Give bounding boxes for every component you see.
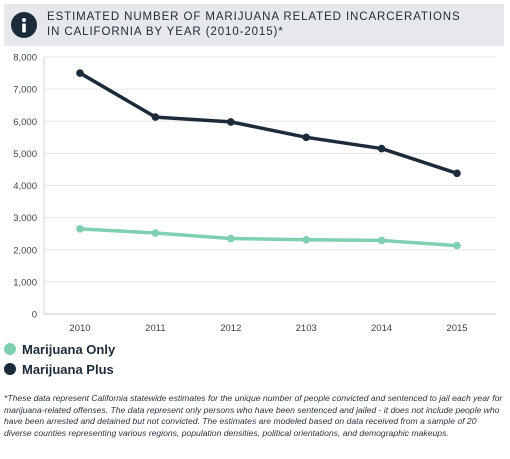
data-point-marijuana-plus (227, 118, 235, 126)
data-point-marijuana-plus (377, 144, 386, 153)
data-point-marijuana-only (453, 241, 461, 250)
data-point-marijuana-plus (453, 169, 461, 178)
y-tick-label: 1,000 (13, 277, 37, 288)
data-point-marijuana-only (302, 235, 311, 244)
y-tick-label: 0 (32, 310, 37, 321)
chart-title-line-2: IN CALIFORNIA BY YEAR (2010-2015)* (47, 26, 284, 38)
legend-marker-marijuana-only (4, 343, 16, 355)
data-point-marijuana-plus (76, 69, 84, 77)
data-point-marijuana-only (76, 225, 84, 233)
y-tick-label: 4,000 (13, 181, 37, 192)
y-tick-label: 8,000 (13, 53, 37, 64)
legend-label-marijuana-only: Marijuana Only (22, 341, 116, 357)
footnote: *These data represent California statewi… (4, 393, 503, 438)
chart-header: ESTIMATED NUMBER OF MARIJUANA RELATED IN… (4, 4, 504, 46)
x-tick-label: 2010 (69, 323, 90, 334)
x-tick-label: 2015 (446, 323, 467, 334)
line-chart: 0 1,000 2,000 3,000 4,000 5,000 6,000 7,000 8,00… (13, 53, 496, 334)
chart-title: ESTIMATED NUMBER OF MARIJUANA RELATED IN… (47, 10, 461, 40)
legend-label-marijuana-plus: Marijuana Plus (22, 361, 114, 377)
x-tick-label: 2014 (371, 323, 392, 334)
legend-item-marijuana-plus: Marijuana Plus (4, 360, 115, 378)
data-point-marijuana-only (227, 234, 235, 243)
x-tick-label: 2011 (145, 323, 165, 334)
y-tick-label: 6,000 (13, 117, 37, 128)
chart-title-line-1: ESTIMATED NUMBER OF MARIJUANA RELATED IN… (47, 11, 461, 23)
data-point-marijuana-plus (151, 113, 160, 121)
data-point-marijuana-plus (302, 133, 311, 142)
y-tick-label: 5,000 (13, 149, 37, 160)
legend-item-marijuana-only: Marijuana Only (4, 340, 115, 358)
x-tick-label: 2103 (296, 323, 317, 334)
chart-legend: Marijuana Only Marijuana Plus (4, 340, 115, 380)
data-point-marijuana-only (377, 236, 386, 245)
legend-marker-marijuana-plus (4, 363, 16, 375)
series-line-marijuana-plus (78, 71, 459, 176)
y-tick-label: 3,000 (13, 213, 37, 224)
series-line-marijuana-only (78, 227, 459, 248)
x-tick-label: 2012 (220, 323, 241, 334)
y-tick-label: 7,000 (13, 85, 37, 96)
info-icon (11, 12, 37, 38)
data-point-marijuana-only (151, 229, 160, 237)
y-tick-label: 2,000 (13, 245, 37, 256)
